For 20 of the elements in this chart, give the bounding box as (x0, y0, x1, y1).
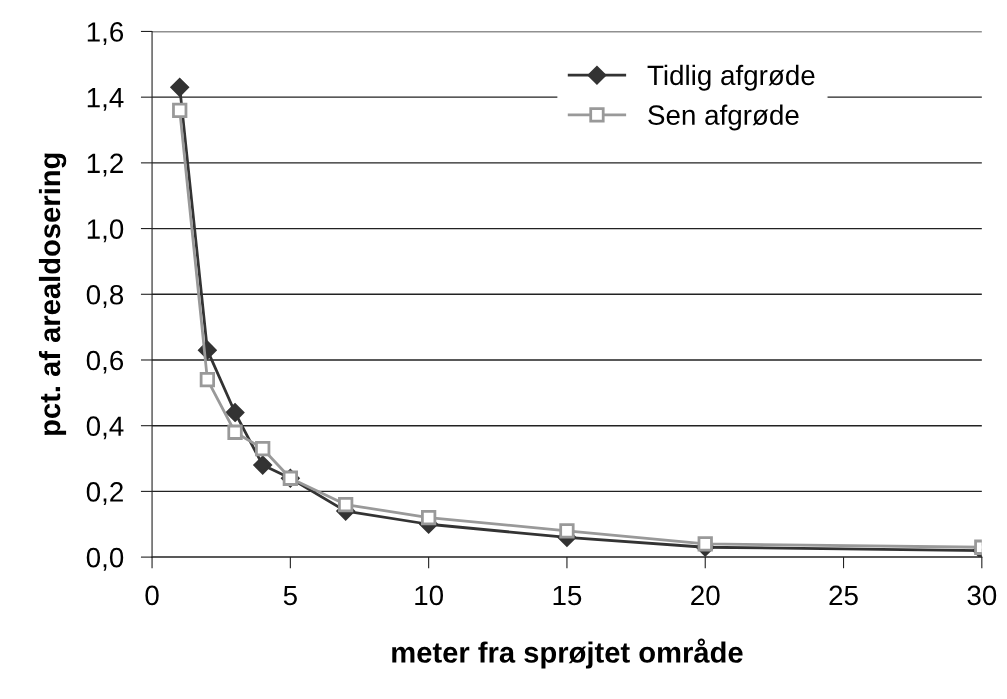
y-tick-label: 0,4 (86, 416, 124, 440)
x-tick-label: 10 (415, 585, 444, 606)
x-tick-label: 30 (967, 585, 997, 606)
y-axis-title: pct. af arealdosering (38, 153, 67, 435)
y-tick-label: 0,2 (86, 482, 123, 506)
y-tick-label: 1,4 (87, 88, 124, 111)
x-tick-label: 5 (283, 585, 297, 606)
x-tick-label: 0 (145, 585, 159, 606)
y-tick-label: 1,0 (87, 219, 124, 243)
legend-label: Sen afgrøde (648, 104, 799, 131)
legend-label: Tidlig afgrøde (647, 64, 815, 91)
x-tick-label: 25 (829, 585, 858, 606)
x-tick-label: 15 (553, 585, 582, 606)
y-tick-label: 0,8 (86, 284, 124, 308)
y-tick-label: 1,2 (87, 153, 123, 177)
x-axis-title: meter fra sprøjtet område (392, 638, 743, 669)
y-tick-label: 1,6 (87, 22, 124, 46)
y-tick-label: 0,0 (86, 547, 124, 571)
y-tick-label: 0,6 (86, 350, 124, 374)
x-tick-label: 20 (691, 585, 720, 606)
